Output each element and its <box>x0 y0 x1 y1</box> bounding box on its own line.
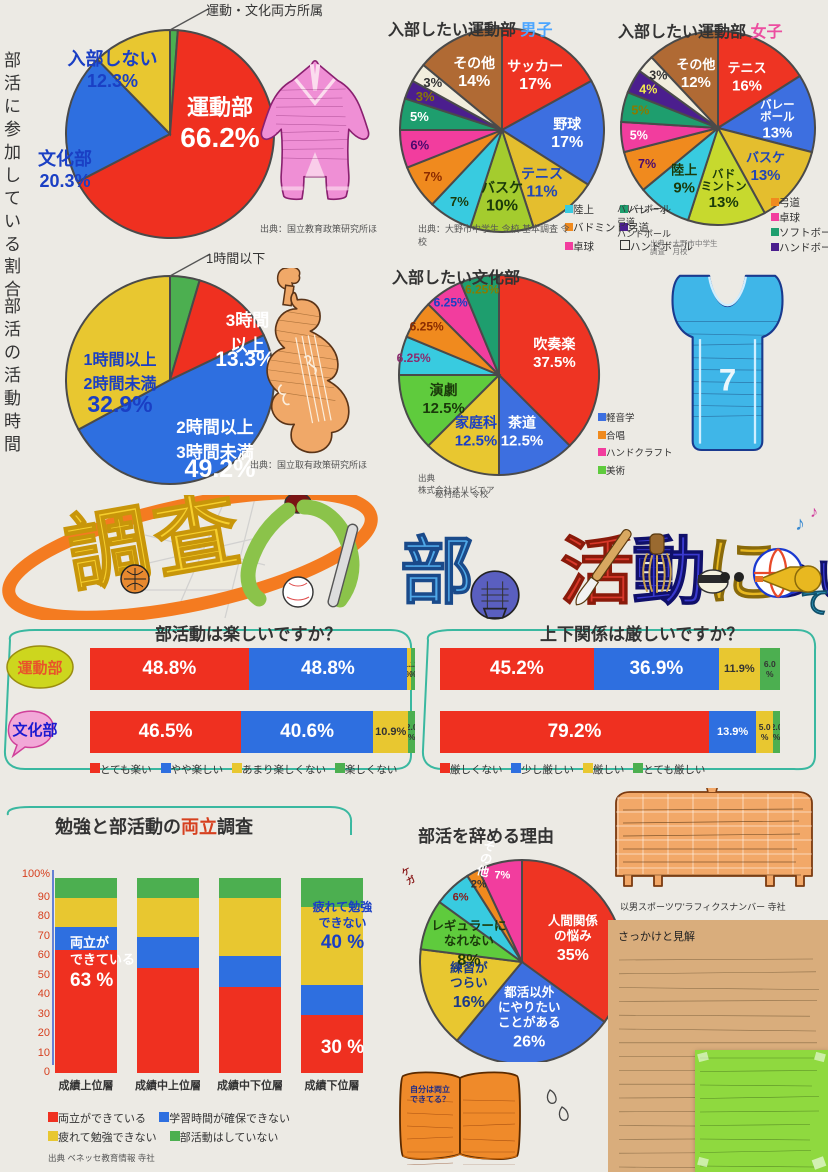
svg-text:16%: 16% <box>453 994 485 1011</box>
svg-text:3%: 3% <box>649 68 667 82</box>
svg-text:13%: 13% <box>750 167 780 184</box>
svg-text:テニス: テニス <box>727 60 766 75</box>
svg-text:ミントン: ミントン <box>701 180 747 193</box>
svg-text:10%: 10% <box>486 197 518 214</box>
svg-text:11%: 11% <box>526 184 557 201</box>
svg-text:3%: 3% <box>423 75 442 90</box>
svg-text:自分は両立: 自分は両立 <box>410 1084 450 1094</box>
svg-text:にやりたい: にやりたい <box>498 1001 561 1015</box>
svg-text:37.5%: 37.5% <box>533 354 576 371</box>
svg-text:レギュラーに: レギュラーに <box>431 918 506 933</box>
svg-text:なれない: なれない <box>444 934 494 948</box>
svg-text:7%: 7% <box>494 869 510 881</box>
svg-text:バレー: バレー <box>760 99 795 112</box>
svg-text:5%: 5% <box>631 104 649 118</box>
svg-text:4%: 4% <box>639 83 657 97</box>
svg-text:7%: 7% <box>450 194 469 209</box>
svg-text:5%: 5% <box>410 109 429 124</box>
svg-text:12%: 12% <box>681 74 711 91</box>
svg-text:♪: ♪ <box>795 513 805 535</box>
svg-text:の悩み: の悩み <box>554 928 592 943</box>
svg-text:6%: 6% <box>410 138 429 153</box>
svg-text:運動部: 運動部 <box>17 659 62 677</box>
svg-text:サッカー: サッカー <box>507 58 563 74</box>
svg-text:9%: 9% <box>673 180 695 197</box>
svg-text:35%: 35% <box>557 947 589 964</box>
svg-text:ボール: ボール <box>760 110 795 124</box>
svg-text:ことがある: ことがある <box>498 1015 561 1030</box>
svg-text:バスケ: バスケ <box>481 179 523 195</box>
svg-text:6.25%: 6.25% <box>397 351 431 365</box>
svg-text:テニス: テニス <box>521 166 563 182</box>
svg-text:できてる？: できてる？ <box>410 1095 450 1104</box>
svg-text:13%: 13% <box>709 194 739 211</box>
svg-text:7: 7 <box>719 362 736 397</box>
svg-text:17%: 17% <box>551 134 583 151</box>
svg-text:16%: 16% <box>732 77 762 94</box>
svg-text:演劇: 演劇 <box>430 382 458 398</box>
svg-text:査: 査 <box>147 495 246 589</box>
svg-text:26%: 26% <box>513 1034 545 1051</box>
svg-text:陸上: 陸上 <box>671 163 697 178</box>
svg-text:都活以外: 都活以外 <box>503 985 555 1000</box>
svg-text:野球: 野球 <box>553 116 582 132</box>
svg-text:6%: 6% <box>453 892 469 904</box>
svg-text:6.25%: 6.25% <box>434 296 468 310</box>
svg-text:7%: 7% <box>638 157 656 171</box>
svg-text:その他: その他 <box>676 57 715 72</box>
svg-text:吹奏楽: 吹奏楽 <box>533 336 576 352</box>
svg-text:17%: 17% <box>519 76 551 93</box>
svg-text:8%: 8% <box>457 952 480 969</box>
svg-text:6.25%: 6.25% <box>410 320 444 334</box>
svg-text:13%: 13% <box>762 125 792 142</box>
svg-text:14%: 14% <box>458 73 490 90</box>
svg-text:12.5%: 12.5% <box>422 400 465 417</box>
svg-text:バド: バド <box>712 168 735 181</box>
svg-text:その他: その他 <box>453 55 495 71</box>
svg-text:5%: 5% <box>630 129 648 143</box>
svg-text:文化部: 文化部 <box>12 721 57 739</box>
svg-text:つらい: つらい <box>450 976 488 990</box>
svg-text:3%: 3% <box>416 89 435 104</box>
svg-text:7%: 7% <box>423 169 442 184</box>
svg-text:12.5%: 12.5% <box>501 432 544 449</box>
svg-text:部: 部 <box>400 530 474 613</box>
svg-text:バスケ: バスケ <box>746 150 785 165</box>
svg-text:人間関係: 人間関係 <box>548 913 599 928</box>
svg-text:12.5%: 12.5% <box>455 432 498 449</box>
svg-text:♪: ♪ <box>810 505 818 521</box>
svg-text:茶道: 茶道 <box>507 414 536 430</box>
